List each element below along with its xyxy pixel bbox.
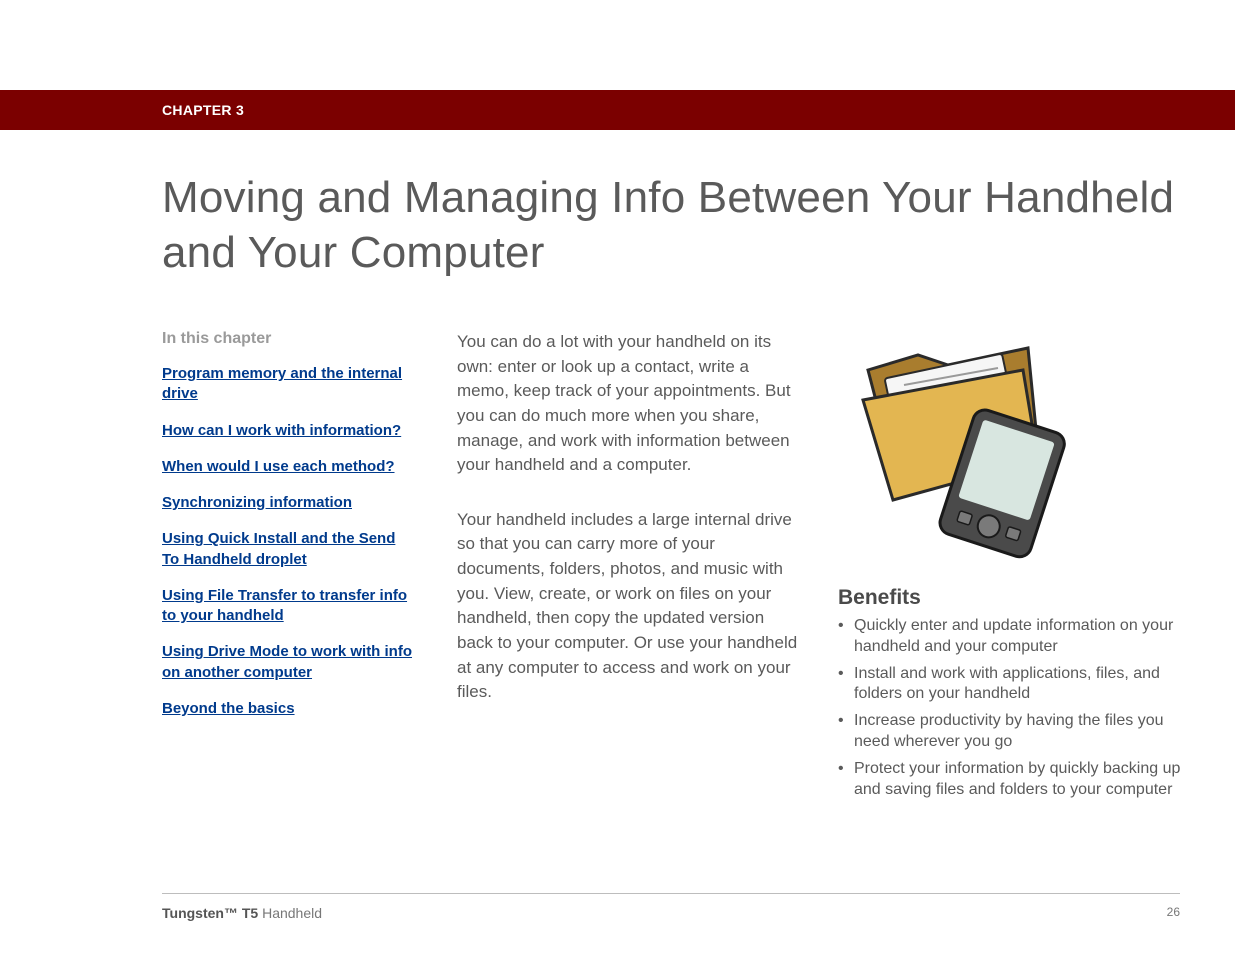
toc-link-drive-mode[interactable]: Using Drive Mode to work with info on an… xyxy=(162,642,412,683)
intro-paragraph-1: You can do a lot with your handheld on i… xyxy=(457,330,802,478)
benefit-item: Quickly enter and update information on … xyxy=(838,616,1188,658)
chapter-header-bar: CHAPTER 3 xyxy=(0,90,1235,130)
toc-link-file-transfer[interactable]: Using File Transfer to transfer info to … xyxy=(162,586,412,627)
footer-product-bold: Tungsten™ T5 xyxy=(162,905,258,921)
footer-divider xyxy=(162,893,1180,894)
toc-link-when-use-method[interactable]: When would I use each method? xyxy=(162,457,412,477)
body-text-column: You can do a lot with your handheld on i… xyxy=(457,330,802,735)
benefits-section: Benefits Quickly enter and update inform… xyxy=(838,586,1188,806)
benefits-list: Quickly enter and update information on … xyxy=(838,616,1188,800)
page-title: Moving and Managing Info Between Your Ha… xyxy=(162,170,1175,280)
chapter-toc: In this chapter Program memory and the i… xyxy=(162,330,412,735)
chapter-label: CHAPTER 3 xyxy=(162,102,244,118)
handheld-folder-illustration xyxy=(838,330,1088,560)
benefits-heading: Benefits xyxy=(838,586,1188,610)
intro-paragraph-2: Your handheld includes a large internal … xyxy=(457,508,802,705)
benefit-item: Protect your information by quickly back… xyxy=(838,759,1188,801)
toc-link-beyond-basics[interactable]: Beyond the basics xyxy=(162,699,412,719)
page-number: 26 xyxy=(1167,905,1180,919)
benefit-item: Increase productivity by having the file… xyxy=(838,711,1188,753)
illustration-svg xyxy=(838,330,1088,560)
toc-link-work-with-info[interactable]: How can I work with information? xyxy=(162,421,412,441)
toc-heading: In this chapter xyxy=(162,330,412,348)
toc-link-program-memory[interactable]: Program memory and the internal drive xyxy=(162,364,412,405)
toc-link-synchronizing[interactable]: Synchronizing information xyxy=(162,493,412,513)
footer-product-rest: Handheld xyxy=(258,905,322,921)
benefit-item: Install and work with applications, file… xyxy=(838,664,1188,706)
toc-link-quick-install[interactable]: Using Quick Install and the Send To Hand… xyxy=(162,529,412,570)
footer-product-name: Tungsten™ T5 Handheld xyxy=(162,905,1180,921)
